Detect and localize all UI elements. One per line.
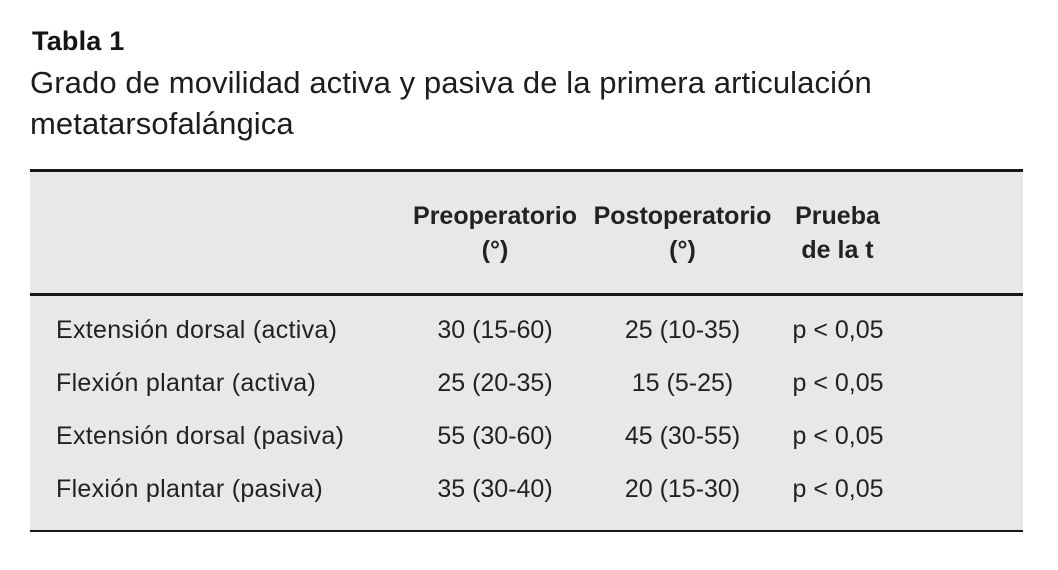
- header-preoperatorio-unit: (°): [481, 235, 509, 264]
- postoperatorio-value: 45 (30-55): [624, 422, 741, 451]
- preoperatorio-value: 35 (30-40): [437, 475, 553, 504]
- header-preoperatorio: Preoperatorio (°): [405, 170, 585, 295]
- table-caption: Grado de movilidad activa y pasiva de la…: [30, 63, 1028, 145]
- header-row: Preoperatorio (°) Postoperatorio (°) Pru…: [30, 170, 1023, 295]
- t-test-value: p < 0,05: [792, 475, 884, 504]
- header-empty: [30, 170, 405, 295]
- header-prueba-t-line2: de la t: [801, 235, 874, 264]
- data-table: Preoperatorio (°) Postoperatorio (°) Pru…: [30, 168, 1023, 533]
- table-row: Extensión dorsal (pasiva) 55 (30-60) 45 …: [30, 410, 1023, 463]
- table-header: Preoperatorio (°) Postoperatorio (°) Pru…: [30, 170, 1023, 295]
- header-prueba-t-line1: Prueba: [795, 201, 880, 230]
- t-test-value: p < 0,05: [792, 316, 884, 345]
- header-postoperatorio: Postoperatorio (°): [585, 170, 780, 295]
- preoperatorio-value: 55 (30-60): [437, 422, 553, 451]
- table-row: Flexión plantar (pasiva) 35 (30-40) 20 (…: [30, 463, 1023, 531]
- caption-line-2: metatarsofalángica: [30, 105, 294, 141]
- row-label: Flexión plantar (pasiva): [56, 475, 324, 504]
- table-title: Tabla 1: [32, 26, 125, 56]
- table-row: Flexión plantar (activa) 25 (20-35) 15 (…: [30, 357, 1023, 410]
- preoperatorio-value: 25 (20-35): [437, 369, 553, 398]
- postoperatorio-value: 20 (15-30): [624, 475, 741, 504]
- row-label: Extensión dorsal (pasiva): [56, 422, 345, 451]
- table-row: Extensión dorsal (activa) 30 (15-60) 25 …: [30, 295, 1023, 358]
- table-body: Extensión dorsal (activa) 30 (15-60) 25 …: [30, 295, 1023, 532]
- header-prueba-t: Prueba de la t: [780, 170, 1023, 295]
- header-preoperatorio-label: Preoperatorio: [413, 201, 577, 230]
- postoperatorio-value: 15 (5-25): [631, 369, 734, 398]
- postoperatorio-value: 25 (10-35): [624, 316, 741, 345]
- t-test-value: p < 0,05: [792, 369, 884, 398]
- caption-line-1: Grado de movilidad activa y pasiva de la…: [30, 65, 872, 100]
- preoperatorio-value: 30 (15-60): [437, 316, 553, 345]
- t-test-value: p < 0,05: [792, 422, 884, 451]
- row-label: Extensión dorsal (activa): [56, 316, 338, 345]
- header-postoperatorio-label: Postoperatorio: [593, 201, 772, 230]
- header-postoperatorio-unit: (°): [669, 235, 696, 264]
- row-label: Flexión plantar (activa): [56, 369, 317, 398]
